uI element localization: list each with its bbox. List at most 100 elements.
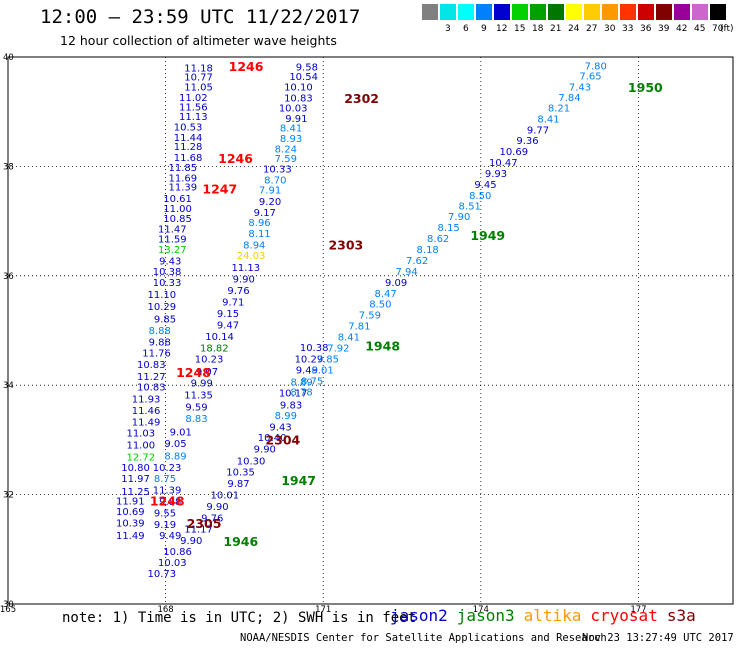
lat-label: 30 — [3, 600, 14, 610]
wave-height-point: 11.35 — [184, 391, 213, 402]
pass-time-label: 1247 — [202, 181, 237, 196]
wave-height-point: 10.86 — [163, 547, 192, 558]
lon-label: 177 — [630, 605, 646, 615]
wave-height-point: 11.03 — [126, 428, 155, 439]
wave-height-point: 9.43 — [269, 422, 291, 433]
wave-height-point: 9.76 — [227, 286, 249, 297]
scale-label: 21 — [550, 24, 562, 34]
scale-swatch — [602, 4, 618, 20]
wave-height-point: 9.99 — [191, 379, 213, 390]
pass-time-label: 1947 — [281, 473, 316, 488]
wave-height-point: 9.87 — [227, 479, 249, 490]
wave-height-point: 8.50 — [369, 300, 391, 311]
wave-height-point: 10.80 — [121, 463, 150, 474]
wave-height-point: 8.51 — [459, 201, 481, 212]
wave-height-point: 9.05 — [164, 439, 186, 450]
scale-label: 18 — [532, 24, 544, 34]
wave-height-point: 11.39 — [153, 486, 182, 497]
wave-height-point: 9.20 — [259, 197, 281, 208]
wave-height-point: 7.59 — [359, 311, 381, 322]
wave-height-point: 9.85 — [154, 315, 176, 326]
wave-height-point: 10.53 — [174, 123, 203, 134]
wave-height-point: 11.28 — [174, 142, 203, 153]
wave-height-point: 8.93 — [280, 134, 302, 145]
wave-height-point: 9.36 — [516, 136, 538, 147]
wave-height-point: 7.94 — [396, 267, 418, 278]
pass-time-label: 2304 — [265, 432, 300, 447]
satellite-jason3: jason3 — [456, 606, 515, 625]
wave-height-point: 11.76 — [142, 348, 171, 359]
wave-height-point: 9.01 — [170, 428, 192, 439]
wave-height-point: 11.02 — [179, 93, 208, 104]
scale-label: 39 — [658, 24, 670, 34]
wave-height-point: 8.18 — [417, 245, 439, 256]
wave-height-point: 13.27 — [158, 245, 187, 256]
lat-label: 36 — [3, 272, 14, 282]
pass-time-label: 1246 — [218, 151, 253, 166]
scale-swatch — [548, 4, 564, 20]
wave-height-point: 9.55 — [154, 509, 176, 520]
wave-height-point: 9.90 — [233, 275, 255, 286]
wave-height-point: 10.03 — [158, 558, 187, 569]
pass-time-label: 1248 — [176, 365, 211, 380]
scale-swatch — [530, 4, 546, 20]
map-frame — [7, 56, 734, 605]
scale-swatch — [710, 4, 726, 20]
wave-height-point: 7.91 — [259, 185, 281, 196]
wave-height-point: 10.61 — [163, 194, 192, 205]
pass-time-label: 1950 — [628, 80, 663, 95]
wave-height-point: 9.88 — [159, 497, 181, 508]
wave-height-point: 10.77 — [184, 73, 213, 84]
wave-height-point: 8.89 — [290, 377, 312, 388]
scale-label: 36 — [640, 24, 652, 34]
wave-height-point: 11.49 — [116, 531, 145, 542]
wave-height-point: 8.41 — [537, 114, 559, 125]
scale-label: 27 — [586, 24, 598, 34]
wave-height-point: 7.92 — [327, 344, 349, 355]
satellite-cryosat: cryosat — [590, 606, 658, 625]
wave-height-point: 10.40 — [258, 433, 287, 444]
scale-swatch — [566, 4, 582, 20]
pass-time-label: 1246 — [229, 59, 264, 74]
wave-height-point: 9.15 — [217, 309, 239, 320]
scale-swatch — [638, 4, 654, 20]
wave-height-point: 8.70 — [264, 176, 286, 187]
lon-label: 168 — [157, 605, 173, 615]
wave-height-point: 11.00 — [163, 204, 192, 215]
wave-height-point: 10.69 — [116, 507, 145, 518]
wave-height-point: 9.09 — [385, 278, 407, 289]
wave-height-point: 8.41 — [338, 333, 360, 344]
wave-height-point: 9.17 — [254, 208, 276, 219]
wave-height-point: 11.59 — [158, 235, 187, 246]
scale-label: 6 — [463, 24, 469, 34]
wave-height-point: 10.38 — [153, 267, 182, 278]
wave-height-point: 11.97 — [121, 474, 150, 485]
wave-height-point: 8.75 — [154, 474, 176, 485]
scale-swatch — [512, 4, 528, 20]
wave-height-point: 10.01 — [211, 491, 240, 502]
wave-height-point: 8.47 — [375, 289, 397, 300]
wave-height-point: 10.69 — [499, 147, 528, 158]
wave-height-point: 9.83 — [280, 400, 302, 411]
lon-label: 171 — [315, 605, 331, 615]
wave-height-point: 8.01 — [311, 365, 333, 376]
wave-height-point: 10.23 — [153, 463, 182, 474]
wave-height-point: 8.83 — [185, 414, 207, 425]
wave-height-point: 11.13 — [232, 263, 261, 274]
wave-height-point: 11.93 — [132, 394, 161, 405]
wave-height-point: 9.90 — [254, 445, 276, 456]
wave-height-point: 11.68 — [174, 153, 203, 164]
wave-height-point: 10.03 — [279, 103, 308, 114]
wave-height-point: 11.10 — [147, 290, 176, 301]
wave-height-point: 11.17 — [184, 525, 213, 536]
wave-height-point: 10.33 — [263, 165, 292, 176]
wave-height-point: 8.50 — [469, 191, 491, 202]
wave-height-point: 11.13 — [179, 112, 208, 123]
lon-label: 165 — [0, 605, 16, 615]
scale-label: 12 — [496, 24, 508, 34]
wave-height-point: 10.39 — [116, 519, 145, 530]
wave-height-point: 8.88 — [149, 326, 171, 337]
page-title: 12:00 – 23:59 UTC 11/22/2017 — [40, 6, 361, 28]
wave-height-point: 11.18 — [184, 63, 213, 74]
